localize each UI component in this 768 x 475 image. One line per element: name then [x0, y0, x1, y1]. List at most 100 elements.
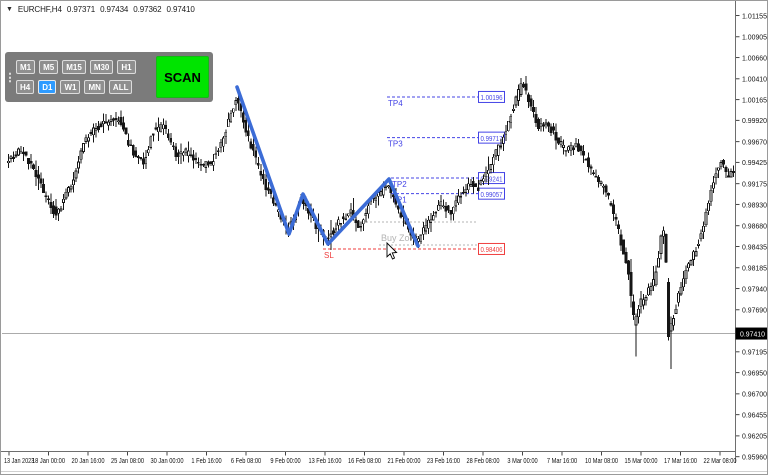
price-tick-label: 0.96950	[742, 368, 767, 377]
ohlc-high: 0.97434	[100, 5, 129, 14]
candle-body	[467, 183, 470, 191]
candle-body	[572, 147, 575, 151]
candle-body	[459, 195, 463, 198]
price-tick-label: 1.00905	[742, 33, 767, 42]
candle-body	[74, 170, 78, 179]
candle-body	[184, 148, 188, 153]
candle-body	[557, 137, 560, 144]
timeframe-button-m30[interactable]: M30	[89, 60, 114, 74]
candle-body	[537, 118, 540, 129]
timeframe-button-h1[interactable]: H1	[117, 60, 136, 74]
candle-body	[249, 141, 253, 149]
candle-body	[584, 158, 588, 161]
timeframe-button-m5[interactable]: M5	[39, 60, 59, 74]
timeframe-button-m1[interactable]: M1	[16, 60, 36, 74]
zigzag-pattern[interactable]	[235, 85, 420, 248]
price-axis[interactable]: 1.01155 1.00905 1.00660 1.00410 1.00165 0.999…	[736, 11, 767, 461]
timeframe-button-all[interactable]: ALL	[108, 80, 133, 94]
time-tick-label: 9 Feb 00:00	[270, 456, 300, 465]
candle-body	[522, 83, 525, 88]
timeframe-button-m15[interactable]: M15	[62, 60, 86, 74]
candle-body	[447, 205, 450, 211]
candle-body	[164, 124, 168, 129]
candle-body	[682, 278, 685, 288]
tp3-level[interactable]: TP3 0.99717	[387, 131, 505, 149]
candle-body	[194, 157, 198, 160]
candle-body	[529, 98, 533, 107]
tp4-level[interactable]: TP4 1.00196	[387, 90, 505, 108]
candle-body	[99, 123, 103, 128]
candle-body	[442, 205, 445, 208]
candle-body	[647, 287, 650, 296]
candle-body	[434, 211, 438, 214]
candle-body	[142, 158, 145, 165]
tp4-value-box[interactable]	[478, 90, 505, 103]
candle-body	[729, 171, 733, 178]
timeframe-button-w1[interactable]: W1	[60, 80, 81, 94]
time-tick-label: 25 Jan 08:00	[111, 456, 144, 465]
candle-body	[257, 162, 260, 166]
tp2-value-box[interactable]	[478, 172, 505, 185]
candle-body	[239, 103, 243, 111]
price-tick-label: 1.00410	[742, 75, 767, 84]
buy-zone[interactable]: Buy Zone	[366, 221, 478, 246]
candle-body	[664, 233, 668, 263]
candle-body	[427, 219, 430, 229]
candle-body	[109, 119, 113, 122]
candle-body	[432, 215, 435, 221]
scan-button[interactable]: SCAN	[156, 56, 209, 98]
price-tick-label: 0.99670	[742, 137, 767, 146]
panel-drag-handle[interactable]: ⋮	[4, 71, 16, 84]
sl-value-box[interactable]	[478, 242, 505, 255]
candle-body	[429, 219, 433, 223]
candle-body	[657, 257, 660, 268]
candle-body	[104, 120, 108, 123]
timeframe-button-d1[interactable]: D1	[38, 80, 57, 94]
tp2-level[interactable]: TP2 0.99241	[391, 172, 505, 190]
candle-body	[259, 171, 263, 176]
tp2-label: TP2	[392, 180, 407, 189]
candle-body	[524, 83, 528, 91]
candle-body	[597, 177, 600, 182]
scanner-panel: ⋮ M1 M5 M15 M30 H1 H4 D1 W1 MN ALL SCAN	[5, 52, 213, 102]
candle-body	[149, 136, 153, 148]
candle-body	[577, 143, 580, 152]
price-tick-label: 0.96455	[742, 410, 767, 419]
candle-body	[357, 220, 360, 228]
price-tick-label: 1.00165	[742, 95, 767, 104]
mouse-cursor	[386, 241, 398, 260]
candle-body	[119, 117, 123, 125]
candle-body	[39, 178, 43, 184]
candle-body	[69, 185, 73, 190]
tp1-value-box[interactable]	[478, 187, 505, 200]
candle-body	[622, 239, 625, 255]
candle-body	[694, 251, 698, 257]
candle-body	[97, 126, 100, 130]
candle-body	[154, 127, 158, 130]
candle-body	[437, 205, 440, 211]
candle-body	[177, 152, 180, 158]
candle-body	[19, 151, 23, 154]
candle-body	[112, 118, 115, 121]
timeframe-button-mn[interactable]: MN	[84, 80, 105, 94]
candle-body	[214, 153, 218, 156]
price-tick-label: 0.99175	[742, 179, 767, 188]
candle-body	[54, 206, 58, 216]
candle-body	[527, 94, 530, 102]
time-tick-label: 16 Feb 08:00	[348, 456, 381, 465]
sl-level[interactable]: SL 0.98406	[323, 242, 505, 260]
trade-levels: TP4 1.00196 TP3 0.99717 TP2 0.99241 TP10.99057…	[323, 90, 505, 260]
timeframe-row: H4 D1 W1 MN ALL	[16, 80, 152, 94]
candle-body	[494, 149, 498, 157]
price-tick-label: 0.98680	[742, 221, 767, 230]
symbol-dropdown-icon[interactable]: ▼	[6, 6, 13, 13]
timeframe-button-h4[interactable]: H4	[16, 80, 35, 94]
time-tick-label: 13 Jan 2023	[4, 456, 34, 465]
candle-body	[554, 131, 558, 141]
candle-body	[617, 224, 620, 229]
candle-body	[89, 132, 93, 134]
candle-body	[147, 149, 150, 154]
